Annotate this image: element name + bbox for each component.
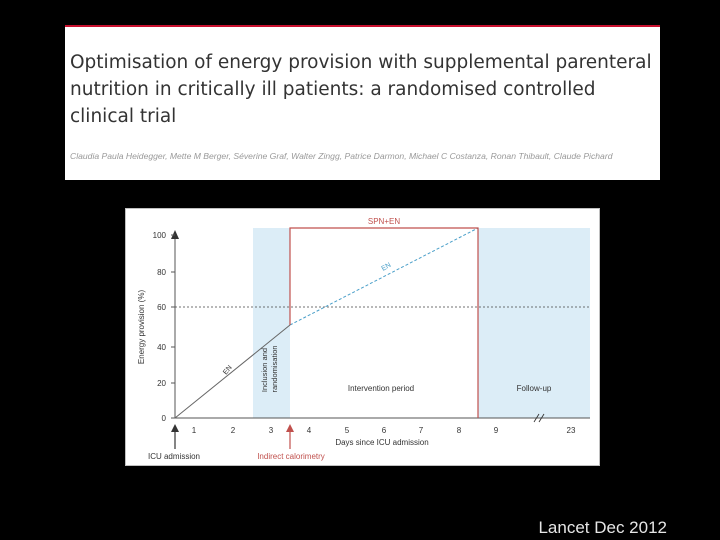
y-tick-40: 40 — [157, 343, 166, 352]
x-tick-9: 9 — [494, 426, 499, 435]
citation: Lancet Dec 2012 — [538, 518, 667, 537]
article-header: Optimisation of energy provision with su… — [65, 25, 660, 180]
y-tick-60: 60 — [157, 303, 166, 312]
en-ramp-label: EN — [222, 364, 234, 376]
y-tick-80: 80 — [157, 268, 166, 277]
trial-design-figure: 0 20 40 60 80 100 Energy provision (%) E… — [125, 208, 600, 466]
inclusion-label: Inclusion and randomisation — [260, 345, 279, 392]
x-tick-3: 3 — [269, 426, 274, 435]
axis-break — [533, 413, 545, 423]
inclusion-line-2: randomisation — [270, 345, 279, 392]
icu-admission-arrow — [171, 424, 179, 432]
follow-up-label: Follow-up — [517, 384, 552, 393]
spn-en-line — [289, 227, 479, 418]
x-tick-4: 4 — [307, 426, 312, 435]
y-tick-0: 0 — [162, 414, 167, 423]
x-tick-23: 23 — [567, 426, 576, 435]
intervention-label: Intervention period — [348, 384, 414, 393]
x-axis-label: Days since ICU admission — [335, 438, 428, 447]
x-tick-7: 7 — [419, 426, 424, 435]
en-ramp-line — [174, 324, 291, 419]
en-only-line — [289, 227, 479, 326]
intervention-shade — [253, 228, 290, 418]
y-tick-100: 100 — [153, 231, 167, 240]
trial-diagram: 0 20 40 60 80 100 Energy provision (%) E… — [137, 217, 590, 461]
x-tick-1: 1 — [192, 426, 197, 435]
x-tick-8: 8 — [457, 426, 462, 435]
spn-en-label: SPN+EN — [368, 217, 400, 226]
inclusion-line-1: Inclusion and — [260, 348, 269, 392]
y-tick-20: 20 — [157, 379, 166, 388]
x-tick-6: 6 — [382, 426, 387, 435]
calorimetry-label: Indirect calorimetry — [257, 452, 325, 461]
en-only-label: EN — [381, 262, 393, 273]
x-tick-2: 2 — [231, 426, 236, 435]
follow-up-shade — [478, 228, 590, 418]
y-ticks — [171, 234, 175, 419]
calorimetry-arrow — [286, 424, 294, 432]
x-tick-5: 5 — [345, 426, 350, 435]
article-title: Optimisation of energy provision with su… — [70, 52, 652, 127]
icu-admission-label: ICU admission — [148, 452, 200, 461]
y-axis-label: Energy provision (%) — [137, 290, 146, 365]
author-list: Claudia Paula Heidegger, Mette M Berger,… — [70, 151, 613, 161]
